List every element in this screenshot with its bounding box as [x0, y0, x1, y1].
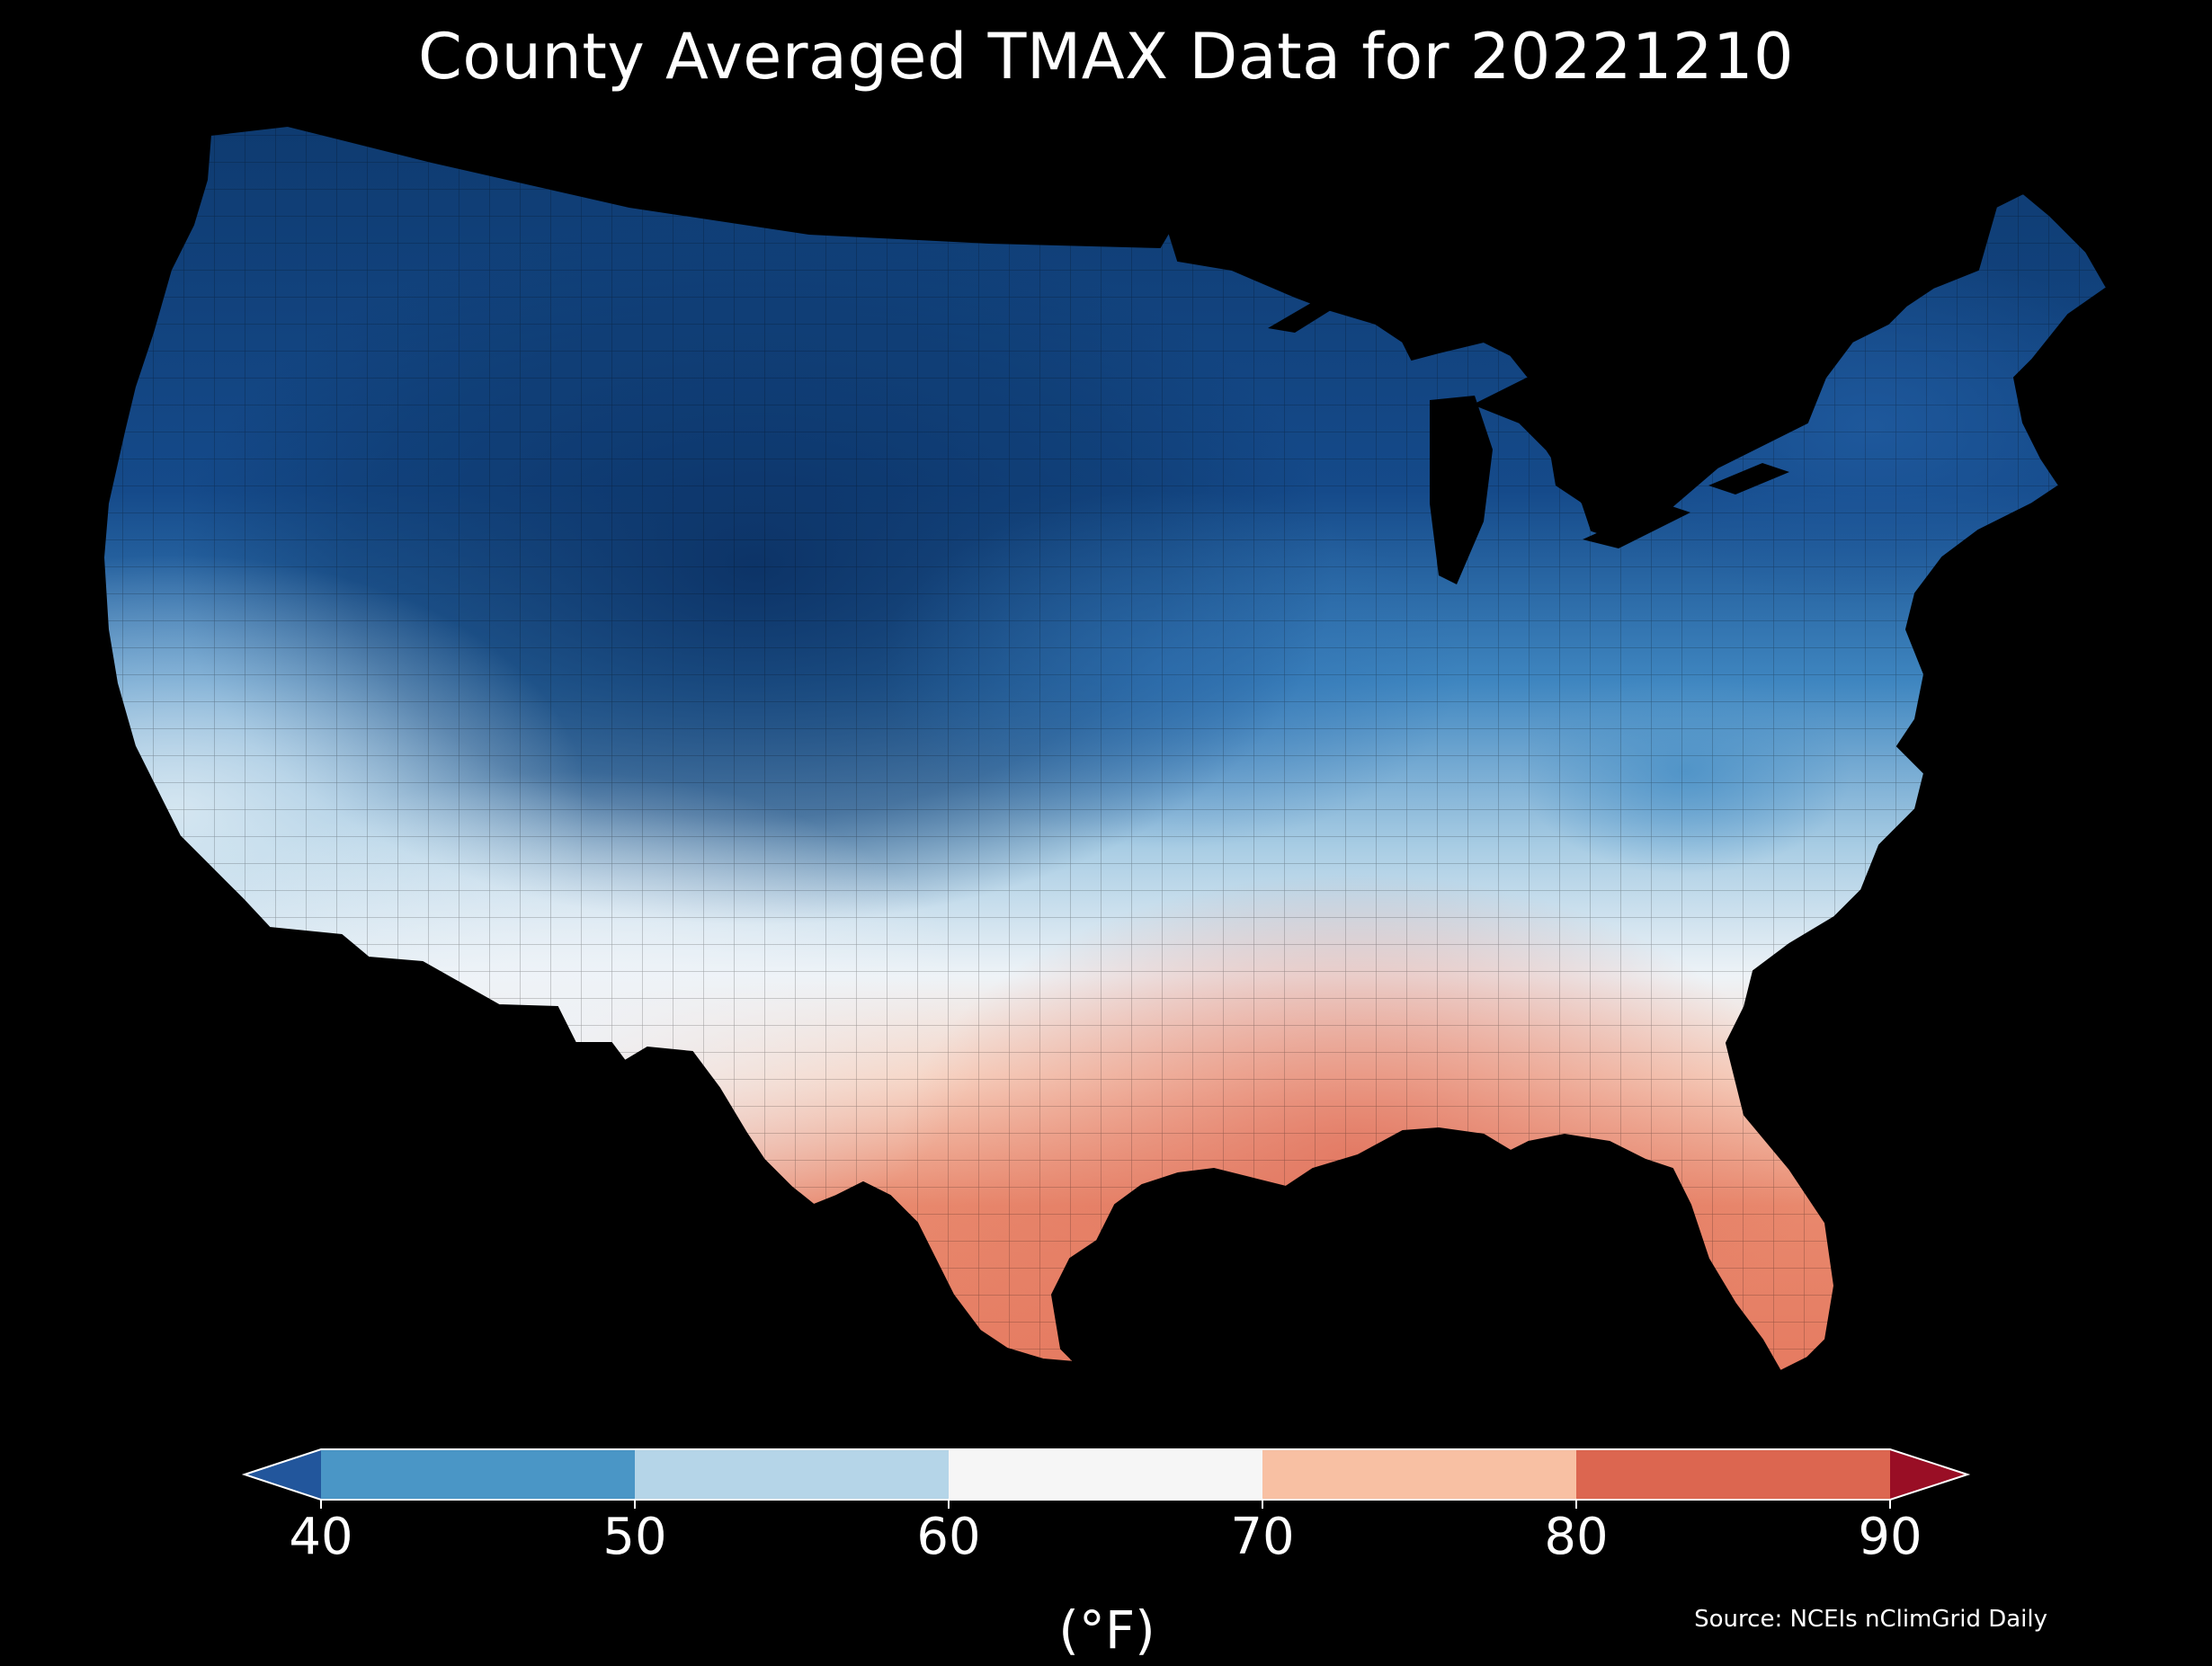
colorbar-under-extension: [245, 1449, 321, 1500]
colorbar-tick-label-60: 60: [916, 1508, 981, 1566]
colorbar-outline: [241, 1448, 1971, 1501]
map-title: County Averaged TMAX Data for 20221210: [417, 20, 1795, 94]
colorbar-bin-4: [1576, 1449, 1890, 1500]
colorbar-bin-1: [635, 1449, 949, 1500]
colorbar-bin-3: [1262, 1449, 1576, 1500]
us-outline: [102, 124, 2109, 1373]
us-county-map: [102, 124, 2109, 1373]
colorbar-bin-0: [321, 1449, 635, 1500]
colorbar-tick-label-70: 70: [1230, 1508, 1295, 1566]
colorbar-tick-label-40: 40: [289, 1508, 353, 1566]
colorbar-tick-label-80: 80: [1544, 1508, 1609, 1566]
great-lakes: [1268, 288, 1789, 584]
county-choropleth: [103, 126, 2107, 1371]
colorbar-tick-label-50: 50: [602, 1508, 667, 1566]
colorbar-bin-2: [949, 1449, 1262, 1500]
colorbar-tick-label-90: 90: [1858, 1508, 1922, 1566]
colorbar-over-extension: [1890, 1449, 1967, 1500]
source-credit: Source: NCEIs nClimGrid Daily: [1694, 1606, 2047, 1633]
colorbar-unit-label: (°F): [1058, 1599, 1155, 1661]
